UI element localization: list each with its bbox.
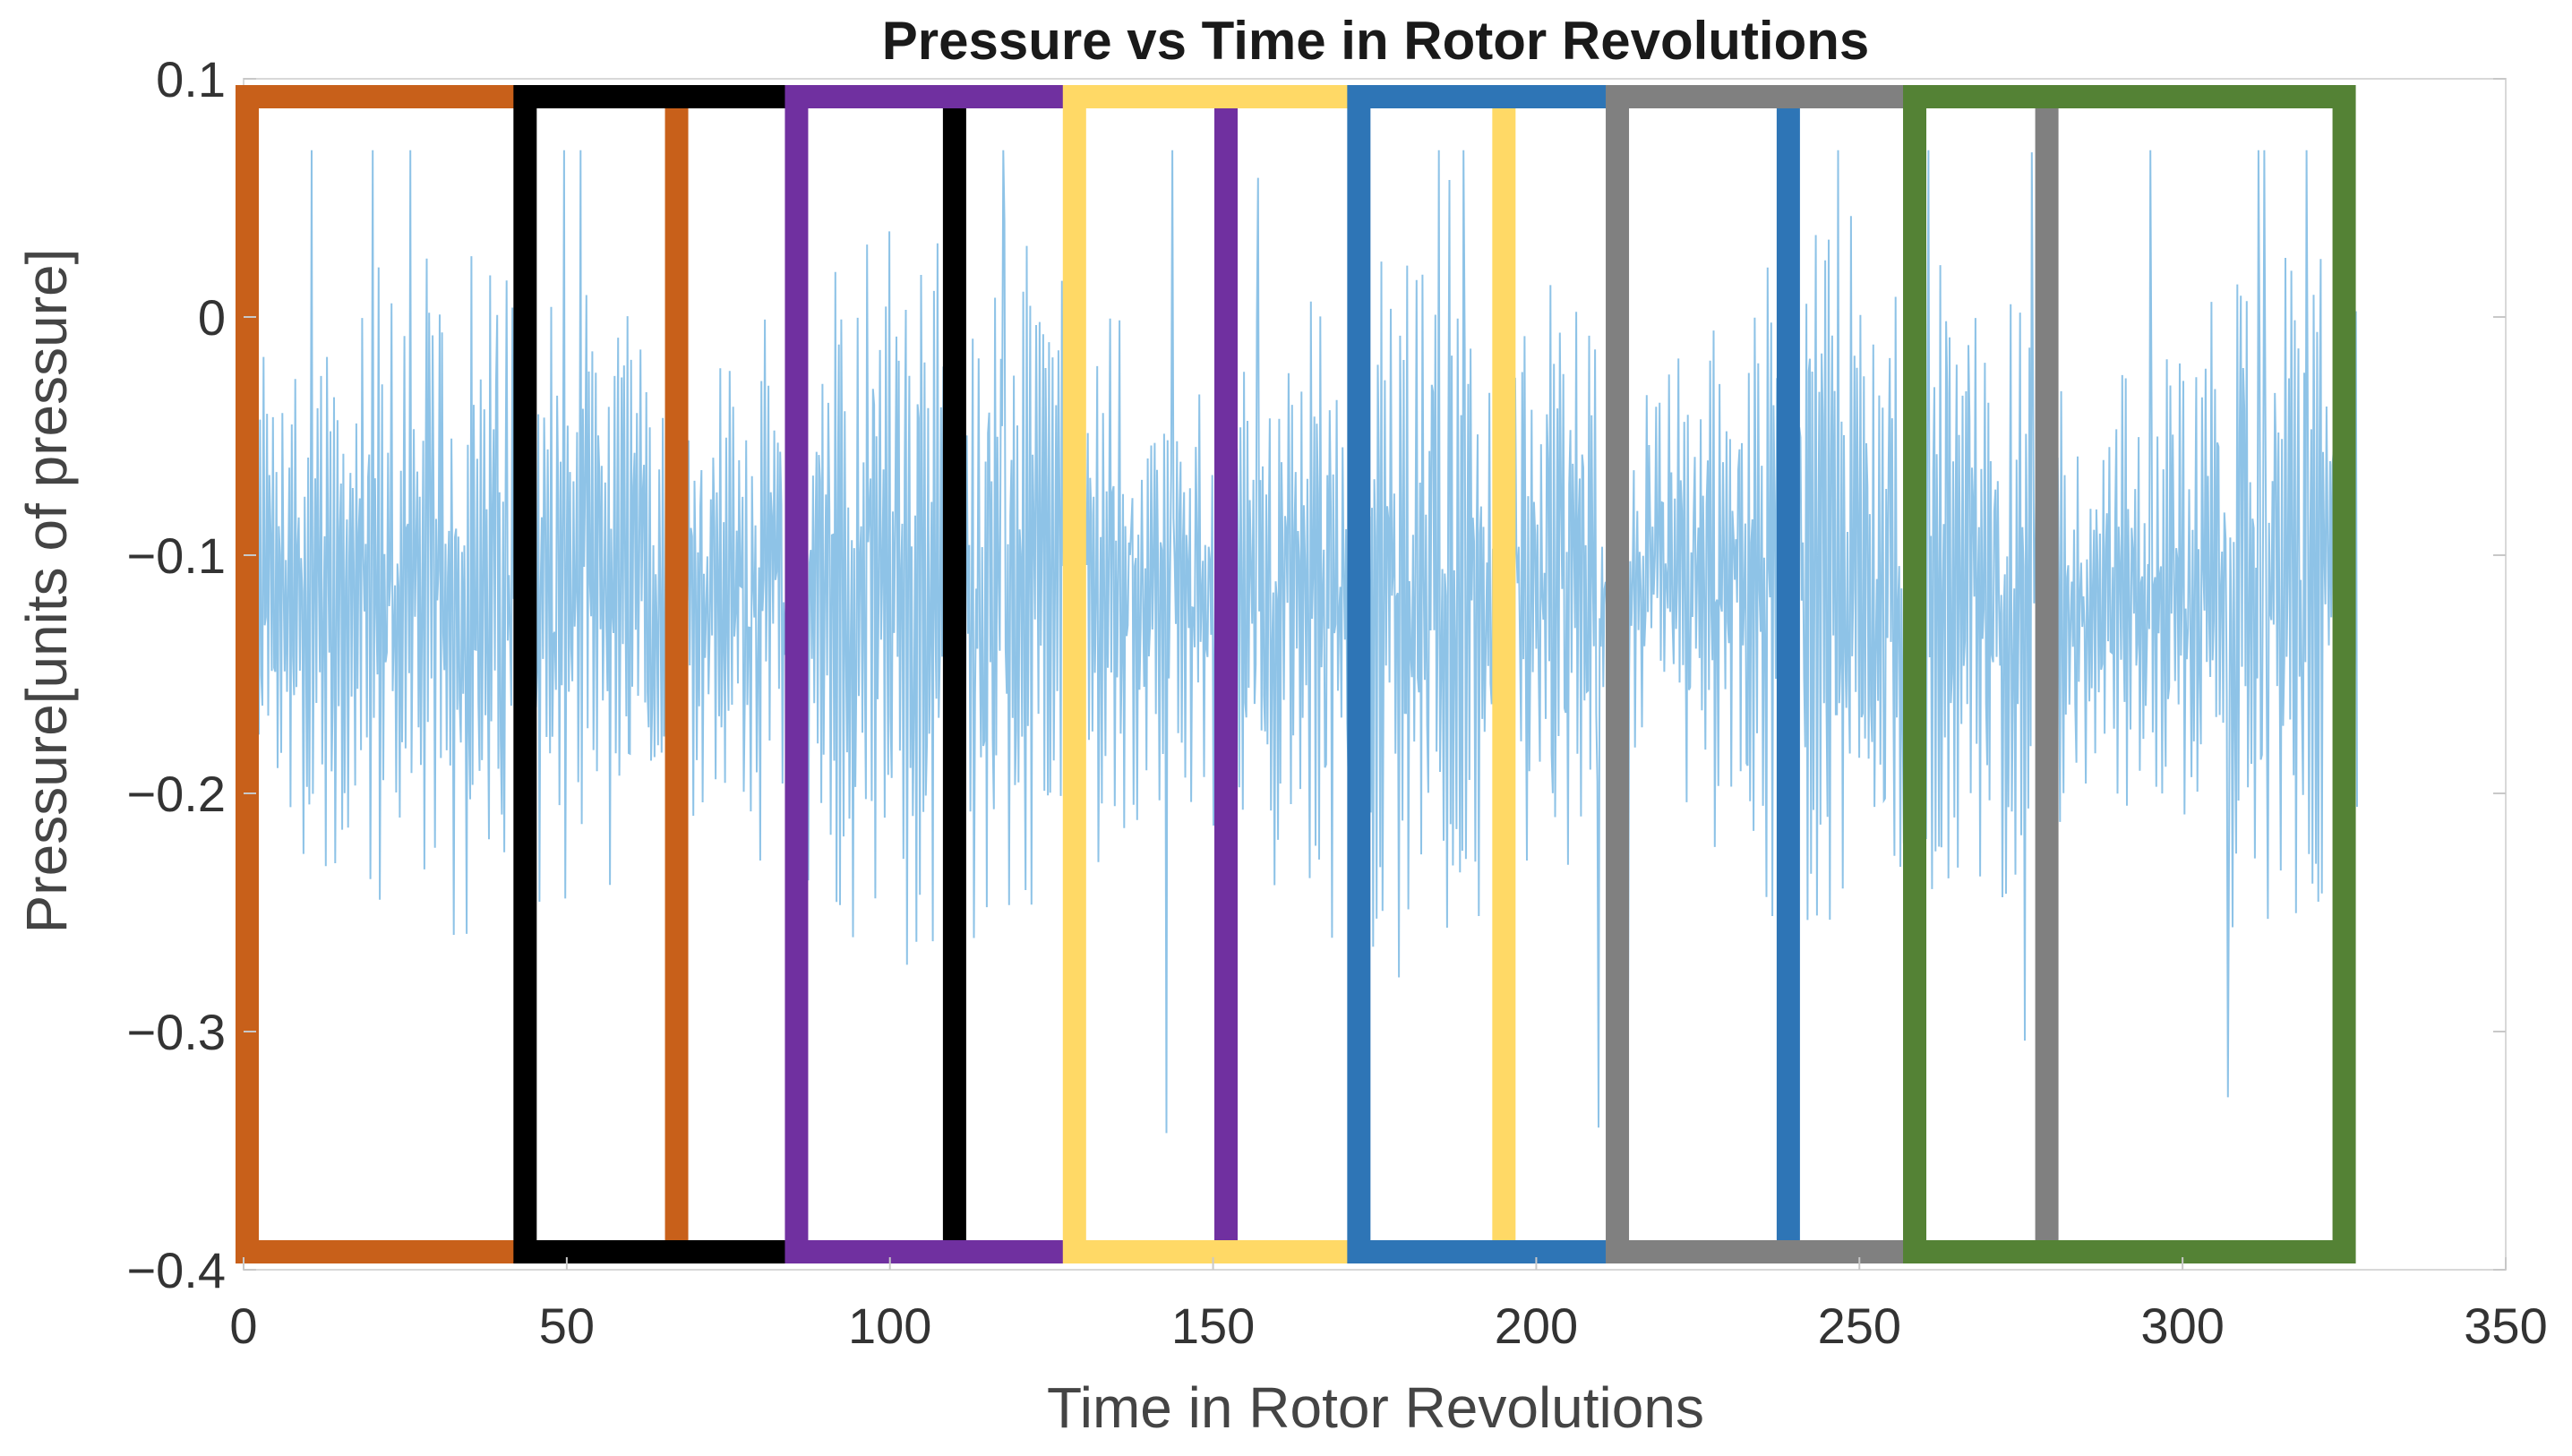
x-tick-label: 300 [2140, 1298, 2224, 1354]
y-tick-label: 0.1 [156, 51, 226, 107]
x-axis-label: Time in Rotor Revolutions [1047, 1375, 1704, 1440]
y-tick-label: −0.4 [126, 1242, 226, 1298]
analysis-windows [236, 85, 2356, 1263]
signal-layer [243, 150, 2358, 1134]
x-tick-label: 100 [848, 1298, 931, 1354]
pressure-line [243, 150, 2358, 1134]
x-axis-ticks: 0 50 100 150 200 250 300 350 [229, 1257, 2548, 1354]
x-tick-label: 50 [539, 1298, 595, 1354]
y-tick-label: −0.2 [126, 766, 226, 822]
x-tick-label: 0 [229, 1298, 257, 1354]
chart-title: Pressure vs Time in Rotor Revolutions [882, 11, 1870, 71]
window-5-box [1347, 85, 1800, 1263]
window-2-box [513, 85, 966, 1263]
y-axis-label: Pressure[units of pressure] [14, 249, 79, 934]
y-tick-label: 0 [198, 289, 226, 346]
x-tick-label: 250 [1818, 1298, 1901, 1354]
x-tick-label: 150 [1171, 1298, 1255, 1354]
window-4-box [1062, 85, 1516, 1263]
y-axis-ticks: 0.1 0 −0.1 −0.2 −0.3 −0.4 [126, 51, 2506, 1298]
window-7-box [1903, 85, 2356, 1263]
x-tick-label: 350 [2464, 1298, 2547, 1354]
window-1-box [236, 85, 689, 1263]
y-tick-label: −0.1 [126, 527, 226, 584]
window-3-box [784, 85, 1239, 1263]
window-6-box [1606, 85, 2059, 1263]
x-tick-label: 200 [1495, 1298, 1578, 1354]
y-tick-label: −0.3 [126, 1004, 226, 1060]
